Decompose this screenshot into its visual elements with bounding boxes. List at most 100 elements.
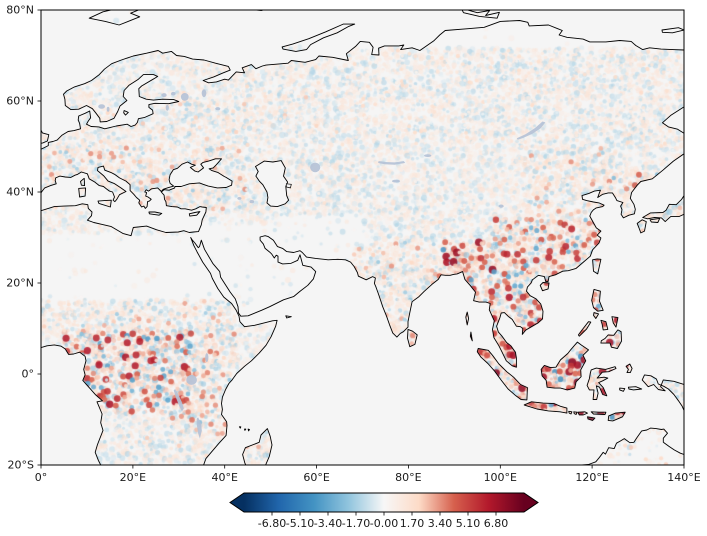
y-tick-label: 20°N (6, 277, 34, 290)
colorbar-tick-label: 5.10 (456, 517, 481, 530)
coastline-java (523, 401, 568, 414)
lake (180, 93, 189, 101)
coastline-lombok (573, 411, 578, 415)
coastlines (41, 10, 684, 465)
coastline-severnaya-zemlya (461, 10, 500, 19)
lake (165, 104, 169, 111)
coastline-corsica (80, 177, 86, 187)
lake (391, 179, 401, 183)
colorbar-tick-label: -6.80 (258, 517, 286, 530)
lake (215, 107, 221, 111)
x-tick-label: 80°E (395, 471, 421, 484)
coastline-andaman (465, 311, 470, 326)
coastline-seram (627, 386, 643, 391)
coastline-comoros-2 (244, 428, 247, 431)
lake (161, 93, 167, 98)
coastline-mainland (41, 20, 684, 465)
colorbar-tick-label: 1.70 (400, 517, 425, 530)
coastline-england (41, 129, 50, 144)
colorbar-ticks (271, 512, 497, 516)
lake (98, 104, 105, 109)
coastline-new-siberian (661, 27, 684, 34)
lake (171, 91, 176, 96)
coastline-bali (568, 410, 573, 415)
coastline-palawan (577, 321, 592, 337)
coastline-shikoku (649, 217, 661, 223)
coastline-comoros-1 (238, 426, 242, 429)
coastline-gotland (123, 110, 129, 116)
coastline-taiwan (592, 258, 602, 275)
lake-baikal (516, 121, 546, 140)
colorbar (229, 492, 539, 513)
coastline-comoros-3 (247, 428, 250, 432)
x-tick-label: 40°E (211, 471, 237, 484)
coastline-honshu (642, 195, 684, 223)
coastline-australia (581, 427, 684, 465)
lake (517, 313, 523, 317)
coastline-kyushu (636, 219, 647, 234)
lake (310, 162, 321, 173)
x-tick-label: 0° (35, 471, 48, 484)
coastline-crete (148, 211, 163, 216)
y-tick-label: 0° (22, 368, 35, 381)
coastline-samar-leyte (611, 316, 619, 328)
lake (498, 204, 504, 208)
coastline-sardinia (78, 187, 87, 198)
lake (186, 374, 197, 385)
coastline-new-guinea (641, 374, 684, 411)
coastline-panay-negros (600, 319, 609, 331)
colorbar-labels: -6.80 -5.10 -3.40 -1.70 -0.00 1.70 3.40 5.10 6.8… (258, 517, 508, 530)
coastline-socotra (285, 315, 292, 319)
coastline-flores (590, 411, 607, 415)
coastline-luzon (591, 288, 604, 312)
lake (424, 154, 432, 158)
x-tick-label: 60°E (303, 471, 329, 484)
coastline-hainan (539, 282, 550, 292)
kara-bogaz-gol (285, 183, 292, 189)
lake-tanganyika (173, 389, 184, 412)
coastline-sumatra (476, 348, 528, 401)
y-tick-label: 80°N (6, 4, 34, 17)
lakes-layer (98, 89, 546, 439)
coastline-madagascar (242, 428, 273, 465)
colorbar-tick-label: -1.70 (342, 517, 370, 530)
coastline-sri-lanka (407, 328, 418, 348)
x-tick-label: 120°E (575, 471, 608, 484)
y-tick-label: 40°N (6, 186, 34, 199)
axis-labels: 0° 20°E 40°E 60°E 80°E 100°E 120°E 140°E 80°N 60°… (6, 4, 701, 485)
coastline-sulawesi (586, 366, 617, 400)
axis-ticks (37, 9, 685, 469)
coastline-cyprus (188, 211, 201, 217)
coastline-nicobar (469, 331, 473, 342)
map-geography (41, 10, 684, 465)
colorbar-tick-label: 3.40 (428, 517, 453, 530)
x-tick-label: 140°E (667, 471, 700, 484)
colorbar-tick-label: -0.00 (370, 517, 398, 530)
colorbar-tick-label: 6.80 (484, 517, 509, 530)
lake-balkhash (378, 161, 406, 165)
lake (106, 106, 110, 112)
coastline-mindoro (593, 312, 600, 319)
x-tick-label: 100°E (484, 471, 517, 484)
y-tick-label: 20°S (8, 459, 34, 472)
y-tick-label: 60°N (6, 95, 34, 108)
x-tick-label: 20°E (120, 471, 146, 484)
lake (205, 353, 209, 363)
coastline-sumba (587, 416, 596, 421)
lake (237, 197, 242, 200)
caspian-sea (254, 160, 290, 208)
lake-malawi (196, 417, 202, 439)
colorbar-tick-label: -5.10 (286, 517, 314, 530)
colorbar-tick-label: -3.40 (314, 517, 342, 530)
axes-frame (40, 9, 685, 466)
coastline-borneo (540, 341, 589, 391)
lake (249, 200, 255, 204)
coastline-buru (619, 387, 626, 392)
coastline-novaya-zemlya (281, 23, 356, 52)
coastline-timor (607, 411, 626, 422)
coastline-sicily (97, 199, 112, 208)
coastline-svalbard (88, 10, 141, 26)
